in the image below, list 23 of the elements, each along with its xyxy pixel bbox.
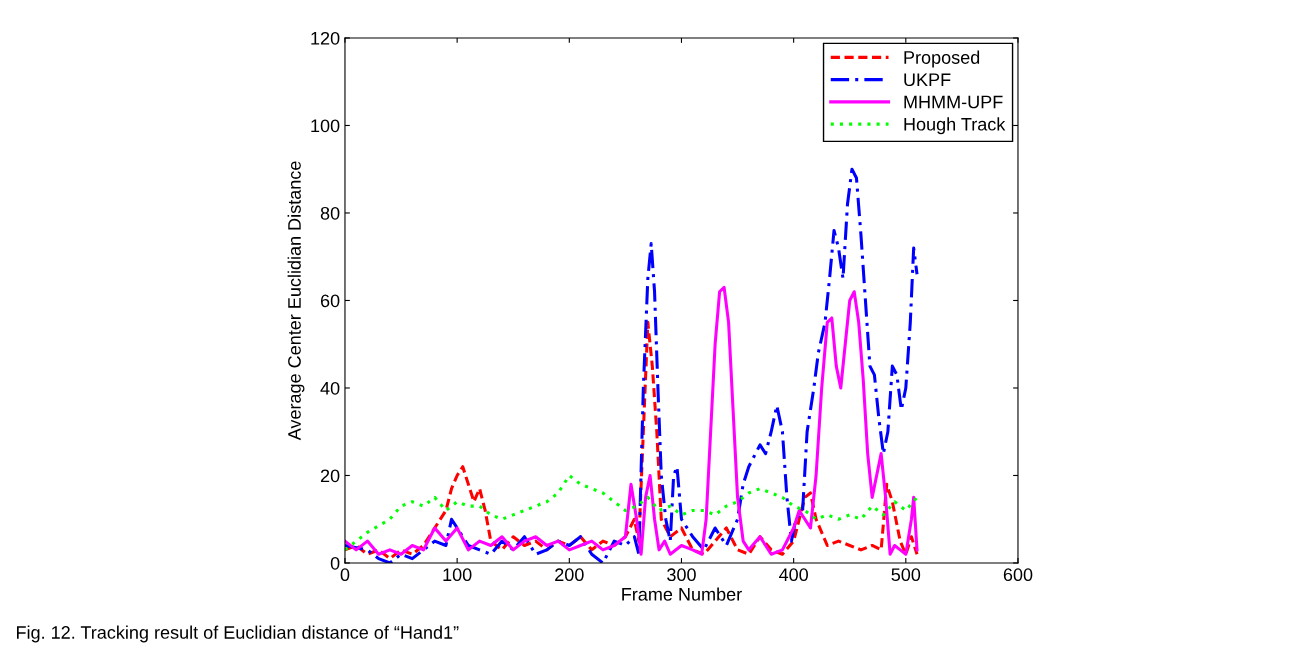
line-series — [344, 473, 919, 552]
y-axis-title: Average Center Euclidian Distance — [287, 161, 305, 441]
x-tick-label: 100 — [443, 568, 472, 582]
y-tick-label: 20 — [320, 469, 340, 483]
y-tick-label: 100 — [311, 119, 340, 133]
x-tick-label: 200 — [555, 568, 584, 582]
legend-label: UKPF — [904, 73, 951, 87]
line-series — [344, 167, 919, 563]
y-tick-label: 80 — [320, 206, 340, 220]
x-tick-label: 600 — [1003, 568, 1033, 582]
x-tick-label: 500 — [891, 568, 921, 582]
y-tick-label: 120 — [311, 31, 340, 45]
x-tick-label: 0 — [340, 568, 350, 582]
legend-label: MHMM-UPF — [904, 95, 1003, 109]
y-tick-label: 0 — [330, 556, 340, 570]
y-tick-label: 40 — [320, 381, 340, 395]
x-tick-label: 400 — [779, 568, 808, 582]
legend-label: Hough Track — [904, 117, 1006, 135]
legend-label: Proposed — [904, 50, 980, 68]
x-tick-label: 300 — [667, 568, 696, 582]
caption: Fig. 12. Tracking result of Euclidian distance of “Hand1” — [17, 625, 459, 643]
y-tick-label: 60 — [320, 294, 340, 308]
x-axis-title: Frame Number — [622, 587, 742, 601]
